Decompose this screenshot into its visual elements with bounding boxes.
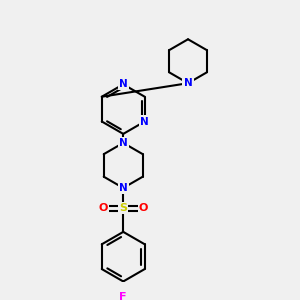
Text: N: N [140, 116, 149, 127]
Text: F: F [119, 292, 127, 300]
Text: O: O [139, 203, 148, 213]
Text: N: N [119, 79, 128, 89]
Text: S: S [119, 203, 127, 213]
Text: N: N [119, 183, 128, 193]
Text: N: N [119, 138, 128, 148]
Text: O: O [98, 203, 108, 213]
Text: N: N [184, 78, 192, 88]
